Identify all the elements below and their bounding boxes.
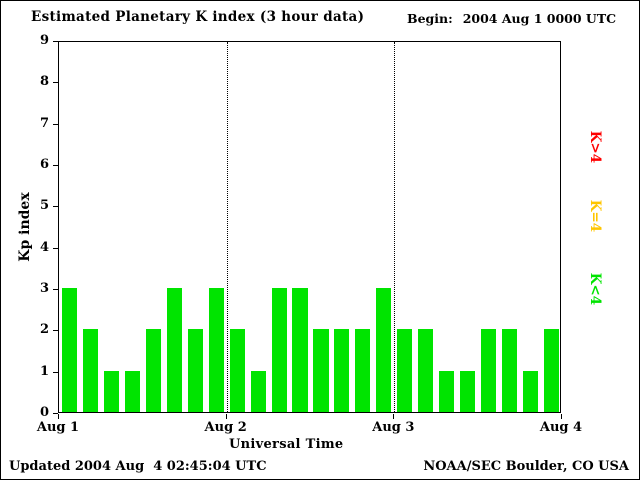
x-tick-label: Aug 1 xyxy=(36,420,80,435)
kp-bar xyxy=(418,329,434,412)
kp-bar xyxy=(124,370,140,412)
kp-bar xyxy=(292,288,308,412)
kp-bar xyxy=(61,288,77,412)
kp-bar xyxy=(166,288,182,412)
y-tick-mark xyxy=(53,123,58,125)
x-axis-label: Universal Time xyxy=(229,437,344,452)
y-tick-label: 9 xyxy=(39,33,49,48)
kp-bar xyxy=(229,329,245,412)
kp-bar xyxy=(271,288,287,412)
x-tick-mark xyxy=(561,414,562,419)
kp-bar xyxy=(543,329,560,412)
y-tick-label: 5 xyxy=(39,198,49,214)
kp-bar xyxy=(145,329,161,412)
x-tick-mark xyxy=(393,414,395,419)
legend-k-gt-4: K>4 xyxy=(587,130,603,164)
kp-bar xyxy=(460,370,476,412)
y-tick-label: 7 xyxy=(39,115,49,131)
source-credit: NOAA/SEC Boulder, CO USA xyxy=(423,459,629,474)
kp-bar xyxy=(376,288,392,412)
x-tick-label: Aug 4 xyxy=(539,420,583,435)
kp-bar xyxy=(103,370,119,412)
kp-bar xyxy=(397,329,413,412)
kp-bar xyxy=(523,370,539,412)
legend-k-lt-4: K<4 xyxy=(587,272,603,306)
kp-bar xyxy=(334,329,350,412)
y-tick-label: 2 xyxy=(39,322,49,338)
y-tick-mark xyxy=(53,371,58,373)
chart-title: Estimated Planetary K index (3 hour data… xyxy=(31,9,365,25)
y-tick-label: 6 xyxy=(39,157,49,172)
x-tick-mark xyxy=(225,414,227,419)
kp-bar xyxy=(187,329,203,412)
updated-timestamp: Updated 2004 Aug 4 02:45:04 UTC xyxy=(9,459,267,474)
y-tick-label: 0 xyxy=(39,405,49,420)
y-tick-mark xyxy=(53,289,58,290)
y-tick-mark xyxy=(53,206,58,208)
y-tick-label: 1 xyxy=(39,363,49,379)
kp-bar xyxy=(439,370,455,412)
y-tick-mark xyxy=(53,413,58,414)
y-tick-mark xyxy=(53,165,58,166)
y-tick-mark xyxy=(53,82,58,84)
kp-bar xyxy=(355,329,371,412)
day-separator-line xyxy=(226,42,228,412)
legend-k-eq-4: K=4 xyxy=(587,199,603,233)
begin-value: 2004 Aug 1 0000 UTC xyxy=(462,11,617,26)
x-tick-mark xyxy=(58,414,59,419)
y-tick-label: 8 xyxy=(39,74,49,90)
y-tick-label: 4 xyxy=(39,239,49,255)
x-tick-label: Aug 3 xyxy=(372,420,415,435)
x-tick-label: Aug 2 xyxy=(204,420,247,435)
kp-bar xyxy=(82,329,98,412)
kp-bar xyxy=(502,329,518,412)
y-tick-mark xyxy=(53,330,58,332)
y-tick-mark xyxy=(53,41,58,42)
plot-area xyxy=(58,41,561,413)
y-tick-mark xyxy=(53,247,58,249)
begin-timestamp: Begin: 2004 Aug 1 0000 UTC xyxy=(407,11,616,26)
kp-bar xyxy=(481,329,497,412)
kp-bar xyxy=(250,370,266,412)
y-tick-label: 3 xyxy=(39,281,49,296)
day-separator-line xyxy=(394,42,396,412)
begin-label: Begin: xyxy=(407,11,453,26)
kp-bar xyxy=(208,288,224,412)
kp-bar xyxy=(313,329,329,412)
